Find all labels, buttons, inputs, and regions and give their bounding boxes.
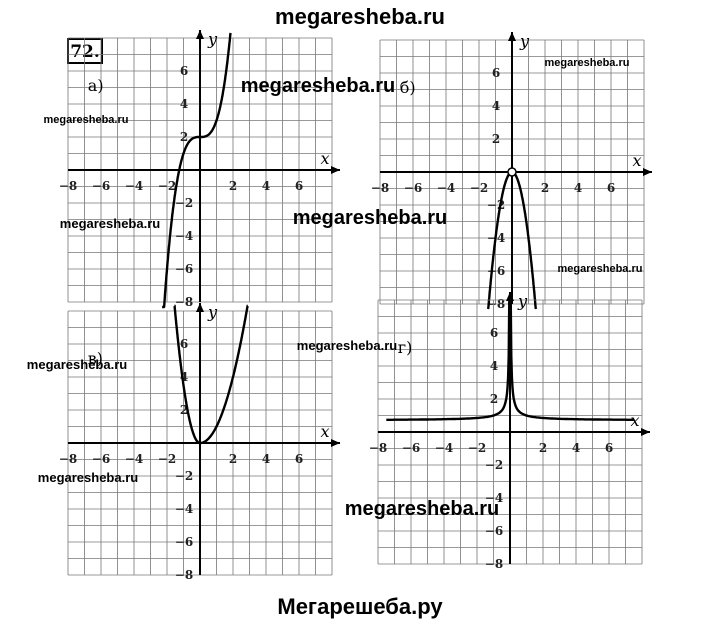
y-tick-label: 4 (180, 97, 188, 111)
header: megaresheba.ru (275, 4, 445, 29)
x-tick-label: 4 (572, 441, 580, 455)
y-tick-label: 6 (492, 66, 500, 80)
problem-number: 72. (70, 42, 100, 62)
x-tick-label: 2 (229, 179, 237, 193)
watermark: megaresheba.ru (241, 75, 396, 97)
y-tick-label: −6 (487, 264, 505, 278)
watermark: megaresheba.ru (558, 263, 643, 275)
y-tick-label: −4 (175, 502, 193, 516)
y-axis-label: y (517, 292, 528, 311)
x-axis-label: x (320, 422, 329, 441)
panel-label: б) (400, 78, 416, 97)
arrow (331, 166, 340, 174)
x-tick-label: 4 (574, 181, 582, 195)
arrow (196, 303, 204, 312)
arrow (196, 30, 204, 39)
y-tick-label: −2 (485, 458, 503, 472)
x-tick-label: 2 (539, 441, 547, 455)
footer: Мегарешеба.ру (277, 594, 443, 619)
x-tick-label: −2 (158, 452, 176, 466)
x-tick-label: −2 (468, 441, 486, 455)
x-tick-label: 6 (295, 452, 303, 466)
y-axis-label: y (207, 303, 218, 322)
y-tick-label: −6 (175, 535, 193, 549)
arrow (331, 439, 340, 447)
x-tick-label: −8 (59, 179, 77, 193)
y-tick-label: 4 (490, 359, 498, 373)
x-tick-label: 4 (262, 452, 270, 466)
x-tick-label: 6 (605, 441, 613, 455)
x-tick-label: 2 (229, 452, 237, 466)
watermark: megaresheba.ru (345, 498, 500, 520)
y-tick-label: 4 (492, 99, 500, 113)
x-tick-label: 2 (541, 181, 549, 195)
curve (509, 296, 634, 421)
x-tick-label: −6 (404, 181, 422, 195)
panel-label: г) (398, 338, 413, 357)
x-axis-label: x (632, 151, 641, 170)
y-tick-label: −4 (175, 229, 193, 243)
panel-label: а) (88, 76, 104, 95)
open-point (507, 167, 517, 177)
x-tick-label: −2 (470, 181, 488, 195)
watermark: megaresheba.ru (297, 338, 397, 353)
watermark: megaresheba.ru (44, 114, 129, 126)
watermark: megaresheba.ru (27, 357, 127, 372)
x-tick-label: −4 (435, 441, 453, 455)
arrow (506, 292, 514, 301)
curve (173, 304, 201, 445)
y-axis-label: y (519, 32, 530, 51)
curve (200, 304, 249, 445)
y-tick-label: 2 (180, 403, 188, 417)
y-tick-label: 4 (180, 370, 188, 384)
watermark: megaresheba.ru (293, 207, 448, 229)
y-tick-label: −6 (485, 524, 503, 538)
y-tick-label: 2 (180, 130, 188, 144)
x-tick-label: −8 (369, 441, 387, 455)
curve (386, 296, 511, 421)
arrow (508, 32, 516, 41)
x-tick-label: 6 (607, 181, 615, 195)
y-tick-label: −2 (175, 196, 193, 210)
x-tick-label: 6 (295, 179, 303, 193)
y-tick-label: 2 (492, 132, 500, 146)
x-tick-label: −6 (92, 179, 110, 193)
watermark: megaresheba.ru (60, 216, 160, 231)
x-tick-label: 4 (262, 179, 270, 193)
watermark: megaresheba.ru (38, 470, 138, 485)
x-tick-label: −4 (125, 179, 143, 193)
y-tick-label: 6 (180, 64, 188, 78)
y-tick-label: −8 (487, 297, 505, 311)
y-tick-label: −6 (175, 262, 193, 276)
x-tick-label: −2 (158, 179, 176, 193)
x-axis-label: x (630, 411, 639, 430)
arrow (643, 168, 652, 176)
y-tick-label: −4 (485, 491, 503, 505)
y-tick-label: 6 (490, 326, 498, 340)
x-axis-label: x (320, 149, 329, 168)
y-tick-label: −2 (175, 469, 193, 483)
watermark: megaresheba.ru (545, 57, 630, 69)
x-tick-label: −6 (92, 452, 110, 466)
panel-label: в) (88, 349, 103, 368)
x-tick-label: −6 (402, 441, 420, 455)
y-tick-label: −8 (175, 568, 193, 582)
x-tick-label: −4 (125, 452, 143, 466)
x-tick-label: −4 (437, 181, 455, 195)
y-tick-label: −8 (175, 295, 193, 309)
y-axis-label: y (207, 30, 218, 49)
x-tick-label: −8 (59, 452, 77, 466)
x-tick-label: −8 (371, 181, 389, 195)
y-tick-label: −2 (487, 198, 505, 212)
curve (162, 32, 232, 309)
y-tick-label: 2 (490, 392, 498, 406)
arrow (641, 428, 650, 436)
y-tick-label: 6 (180, 337, 188, 351)
y-tick-label: −8 (485, 557, 503, 571)
